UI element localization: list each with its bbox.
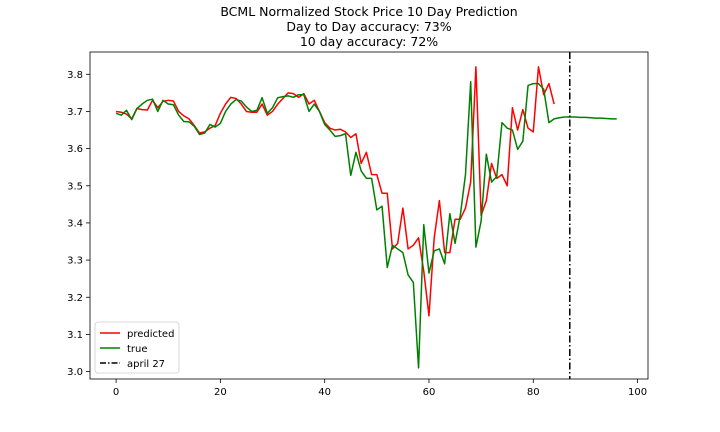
y-axis: 3.0 3.1 3.2 3.3 3.4 3.5 3.6 3.7 3.8 — [67, 70, 90, 378]
series-line-predicted — [115, 66, 555, 317]
y-tick-label: 3.2 — [67, 293, 83, 304]
legend-label-april-27: april 27 — [127, 359, 165, 370]
series-line-true — [115, 80, 617, 369]
y-tick-label: 3.1 — [67, 330, 83, 341]
legend-box — [94, 321, 180, 374]
x-tick-label: 20 — [214, 387, 227, 398]
y-tick-label: 3.3 — [67, 256, 83, 267]
y-tick-label: 3.8 — [67, 70, 83, 81]
title-line-3: 10 day accuracy: 72% — [300, 34, 438, 49]
y-tick-label: 3.4 — [67, 218, 83, 229]
x-axis: 0 20 40 60 80 100 — [113, 379, 647, 398]
title-line-2: Day to Day accuracy: 73% — [286, 19, 451, 34]
legend-label-predicted: predicted — [127, 329, 174, 340]
x-tick-label: 40 — [318, 387, 331, 398]
legend-label-true: true — [127, 344, 148, 355]
plot-area — [89, 51, 649, 380]
x-tick-label: 100 — [628, 387, 647, 398]
title-line-1: BCML Normalized Stock Price 10 Day Predi… — [220, 4, 517, 19]
y-tick-label: 3.5 — [67, 181, 83, 192]
y-tick-label: 3.0 — [67, 367, 83, 378]
y-tick-label: 3.7 — [67, 107, 83, 118]
chart-title: BCML Normalized Stock Price 10 Day Predi… — [220, 4, 517, 49]
y-tick-label: 3.6 — [67, 144, 83, 155]
legend: predicted true april 27 — [94, 321, 180, 374]
series-layer — [115, 66, 617, 369]
x-tick-label: 80 — [527, 387, 540, 398]
x-tick-label: 60 — [423, 387, 436, 398]
x-tick-label: 0 — [113, 387, 119, 398]
